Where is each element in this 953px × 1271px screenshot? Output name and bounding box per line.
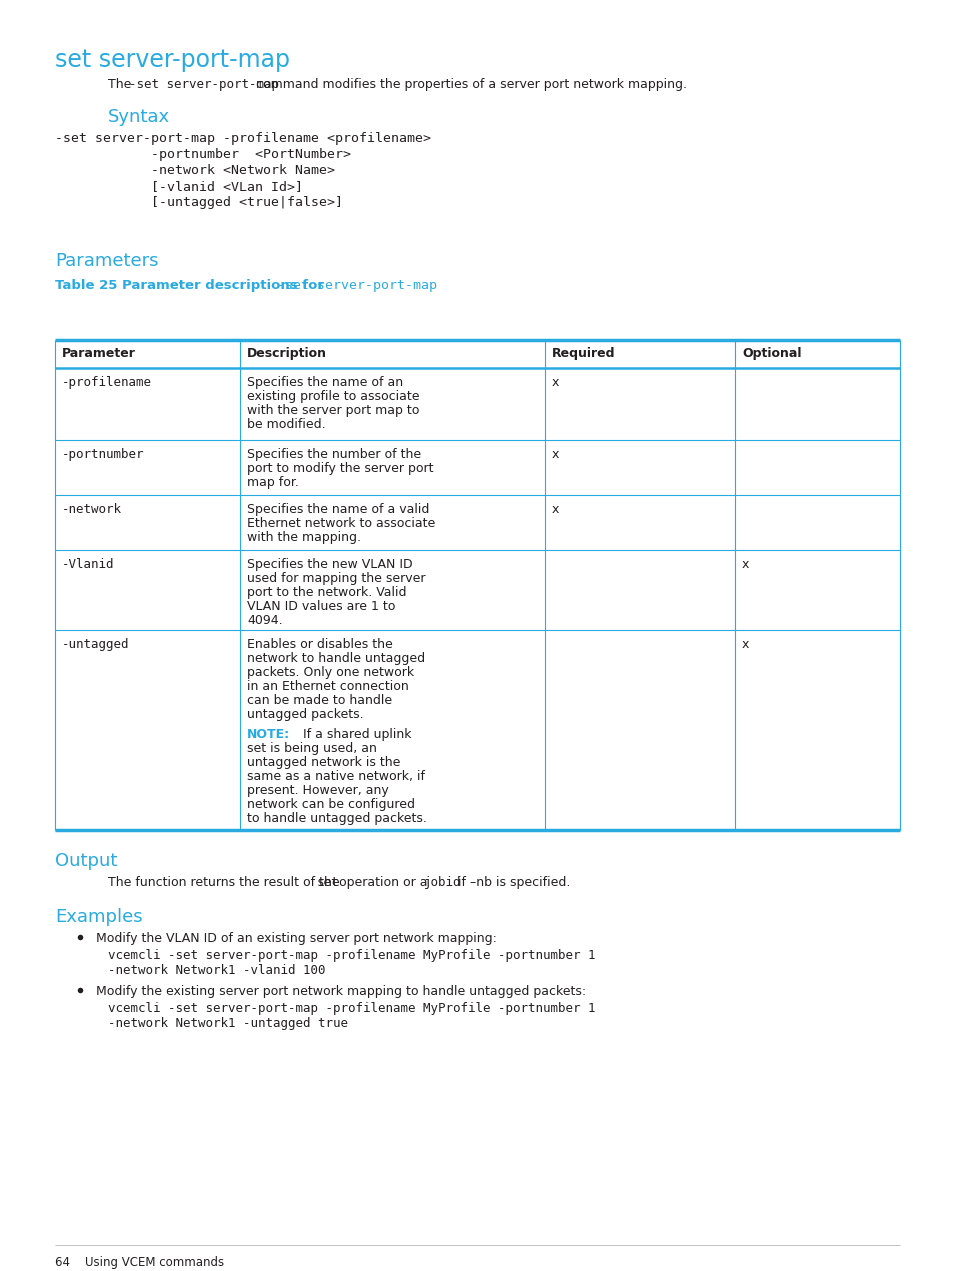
Text: jobid: jobid bbox=[423, 876, 461, 888]
Text: x: x bbox=[552, 376, 558, 389]
Text: if –nb is specified.: if –nb is specified. bbox=[454, 876, 570, 888]
Text: x: x bbox=[552, 503, 558, 516]
Text: untagged packets.: untagged packets. bbox=[247, 708, 363, 721]
Text: can be made to handle: can be made to handle bbox=[247, 694, 392, 707]
Text: 64    Using VCEM commands: 64 Using VCEM commands bbox=[55, 1256, 224, 1268]
Text: operation or a: operation or a bbox=[335, 876, 431, 888]
Text: The function returns the result of the: The function returns the result of the bbox=[108, 876, 343, 888]
Text: be modified.: be modified. bbox=[247, 418, 325, 431]
Text: -network: -network bbox=[62, 503, 122, 516]
Text: -network Network1 -vlanid 100: -network Network1 -vlanid 100 bbox=[108, 963, 325, 977]
Text: VLAN ID values are 1 to: VLAN ID values are 1 to bbox=[247, 600, 395, 613]
Text: -set server-port-map: -set server-port-map bbox=[129, 78, 278, 92]
Text: port to modify the server port: port to modify the server port bbox=[247, 461, 433, 475]
Text: port to the network. Valid: port to the network. Valid bbox=[247, 586, 406, 599]
Text: If a shared uplink: If a shared uplink bbox=[294, 728, 411, 741]
Text: with the mapping.: with the mapping. bbox=[247, 531, 360, 544]
Text: untagged network is the: untagged network is the bbox=[247, 756, 400, 769]
Text: to handle untagged packets.: to handle untagged packets. bbox=[247, 812, 426, 825]
Text: Parameters: Parameters bbox=[55, 252, 158, 269]
Text: Table 25 Parameter descriptions for: Table 25 Parameter descriptions for bbox=[55, 280, 328, 292]
Text: set server-port-map: set server-port-map bbox=[55, 48, 290, 72]
Text: map for.: map for. bbox=[247, 477, 298, 489]
Text: used for mapping the server: used for mapping the server bbox=[247, 572, 425, 585]
Text: [-vlanid <VLan Id>]: [-vlanid <VLan Id>] bbox=[55, 180, 303, 193]
Text: vcemcli -set server-port-map -profilename MyProfile -portnumber 1: vcemcli -set server-port-map -profilenam… bbox=[108, 1002, 595, 1016]
Text: Specifies the number of the: Specifies the number of the bbox=[247, 447, 420, 461]
Text: NOTE:: NOTE: bbox=[247, 728, 290, 741]
Text: Specifies the new VLAN ID: Specifies the new VLAN ID bbox=[247, 558, 413, 571]
Text: Enables or disables the: Enables or disables the bbox=[247, 638, 393, 651]
Text: -untagged: -untagged bbox=[62, 638, 130, 651]
Text: Syntax: Syntax bbox=[108, 108, 170, 126]
Text: existing profile to associate: existing profile to associate bbox=[247, 390, 419, 403]
Text: -Vlanid: -Vlanid bbox=[62, 558, 114, 571]
Text: Required: Required bbox=[552, 347, 615, 360]
Text: -set server-port-map -profilename <profilename>: -set server-port-map -profilename <profi… bbox=[55, 132, 431, 145]
Text: -profilename: -profilename bbox=[62, 376, 152, 389]
Text: network to handle untagged: network to handle untagged bbox=[247, 652, 425, 665]
Text: -network Network1 -untagged true: -network Network1 -untagged true bbox=[108, 1017, 348, 1030]
Text: Ethernet network to associate: Ethernet network to associate bbox=[247, 517, 435, 530]
Text: x: x bbox=[552, 447, 558, 461]
Text: Specifies the name of a valid: Specifies the name of a valid bbox=[247, 503, 429, 516]
Text: Description: Description bbox=[247, 347, 327, 360]
Text: -set server-port-map: -set server-port-map bbox=[276, 280, 436, 292]
Text: Examples: Examples bbox=[55, 907, 143, 927]
Text: [-untagged <true|false>]: [-untagged <true|false>] bbox=[55, 196, 343, 208]
Text: command modifies the properties of a server port network mapping.: command modifies the properties of a ser… bbox=[252, 78, 686, 92]
Text: present. However, any: present. However, any bbox=[247, 784, 388, 797]
Text: same as a native network, if: same as a native network, if bbox=[247, 770, 424, 783]
Text: Specifies the name of an: Specifies the name of an bbox=[247, 376, 403, 389]
Text: packets. Only one network: packets. Only one network bbox=[247, 666, 414, 679]
Text: vcemcli -set server-port-map -profilename MyProfile -portnumber 1: vcemcli -set server-port-map -profilenam… bbox=[108, 949, 595, 962]
Text: -network <Network Name>: -network <Network Name> bbox=[55, 164, 335, 177]
Text: Modify the existing server port network mapping to handle untagged packets:: Modify the existing server port network … bbox=[96, 985, 585, 998]
Text: x: x bbox=[741, 638, 749, 651]
Text: Optional: Optional bbox=[741, 347, 801, 360]
Text: Parameter: Parameter bbox=[62, 347, 135, 360]
Text: with the server port map to: with the server port map to bbox=[247, 404, 419, 417]
Text: -portnumber: -portnumber bbox=[62, 447, 144, 461]
Text: Modify the VLAN ID of an existing server port network mapping:: Modify the VLAN ID of an existing server… bbox=[96, 932, 497, 946]
Text: 4094.: 4094. bbox=[247, 614, 282, 627]
Text: x: x bbox=[741, 558, 749, 571]
Text: The: The bbox=[108, 78, 135, 92]
Text: Output: Output bbox=[55, 852, 117, 871]
Text: in an Ethernet connection: in an Ethernet connection bbox=[247, 680, 408, 693]
Text: -portnumber  <PortNumber>: -portnumber <PortNumber> bbox=[55, 147, 351, 161]
Text: network can be configured: network can be configured bbox=[247, 798, 415, 811]
Text: set: set bbox=[316, 876, 339, 888]
Text: set is being used, an: set is being used, an bbox=[247, 742, 376, 755]
